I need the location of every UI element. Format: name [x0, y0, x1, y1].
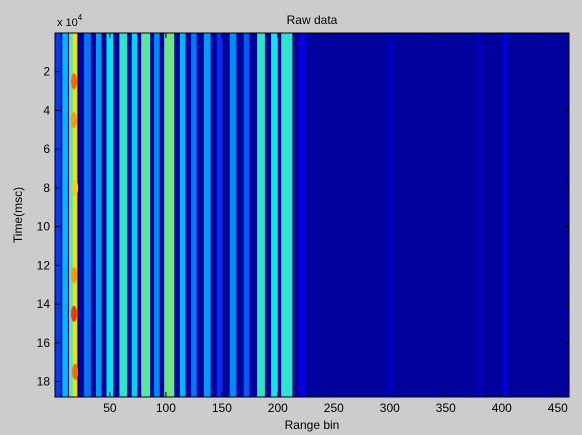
- heatmap-column: [119, 33, 128, 397]
- y-tick-label: 2: [43, 65, 50, 79]
- heatmap-column: [62, 33, 68, 397]
- heatmap-column: [281, 33, 293, 397]
- heatmap-columns: [55, 33, 508, 397]
- x-tick-label: 200: [268, 401, 288, 415]
- heatmap-column: [271, 33, 278, 397]
- x-tick-label: 150: [212, 401, 232, 415]
- y-multiplier-base: x 10: [57, 17, 78, 29]
- x-axis-ticks: 50 100 150 200 250 300 350 400 450: [103, 33, 568, 415]
- heatmap-column: [203, 33, 211, 397]
- heatmap-column: [229, 33, 237, 397]
- x-tick-label: 100: [156, 401, 176, 415]
- heatmap-hot-spot: [71, 267, 77, 283]
- x-tick-label: 350: [436, 401, 456, 415]
- y-multiplier-exponent: 4: [78, 13, 83, 22]
- heatmap-column: [386, 33, 394, 397]
- heatmap-column: [164, 33, 175, 397]
- y-tick-label: 12: [37, 258, 51, 272]
- heatmap-column: [476, 33, 483, 397]
- heatmap-column: [141, 33, 151, 397]
- y-tick-label: 18: [37, 375, 51, 389]
- y-tick-label: 14: [37, 297, 51, 311]
- y-tick-label: 16: [37, 336, 51, 350]
- heatmap-column: [55, 33, 61, 397]
- heatmap-column: [179, 33, 186, 397]
- heatmap-column: [131, 33, 138, 397]
- heatmap-column: [154, 33, 160, 397]
- heatmap-column: [84, 33, 91, 397]
- heatmap-column: [106, 33, 114, 397]
- heatmap-hot-spot: [72, 363, 79, 380]
- x-tick-label: 250: [324, 401, 344, 415]
- heatmap-column: [216, 33, 223, 397]
- heatmap-column: [72, 33, 78, 397]
- y-axis-label: Time(msc): [11, 187, 25, 243]
- x-tick-label: 50: [103, 401, 117, 415]
- y-tick-label: 8: [43, 181, 50, 195]
- heatmap-hot-spot: [71, 112, 77, 129]
- heatmap-column: [257, 33, 265, 397]
- heatmap-hot-spot: [72, 179, 79, 196]
- x-tick-label: 300: [380, 401, 400, 415]
- heatmap-hot-spot: [71, 305, 77, 322]
- y-tick-label: 10: [37, 220, 51, 234]
- heatmap-column: [502, 33, 508, 397]
- x-tick-label: 400: [492, 401, 512, 415]
- heatmap-column: [299, 33, 306, 397]
- x-tick-label: 450: [548, 401, 568, 415]
- y-tick-label: 6: [43, 142, 50, 156]
- heatmap-hot-spots: [71, 73, 79, 380]
- heatmap-column: [191, 33, 197, 397]
- y-tick-label: 4: [43, 103, 50, 117]
- x-axis-label: Range bin: [285, 418, 340, 432]
- y-multiplier: x 104: [57, 13, 83, 29]
- heatmap-background: [55, 33, 569, 397]
- heatmap-hot-spot: [71, 73, 77, 90]
- plot-area: [55, 33, 569, 397]
- heatmap-column: [95, 33, 102, 397]
- y-axis-ticks: 2 4 6 8 10 12 14 16 18: [37, 65, 569, 389]
- plot-frame: [54, 32, 570, 398]
- heatmap-column: [243, 33, 250, 397]
- chart-title: Raw data: [287, 13, 338, 27]
